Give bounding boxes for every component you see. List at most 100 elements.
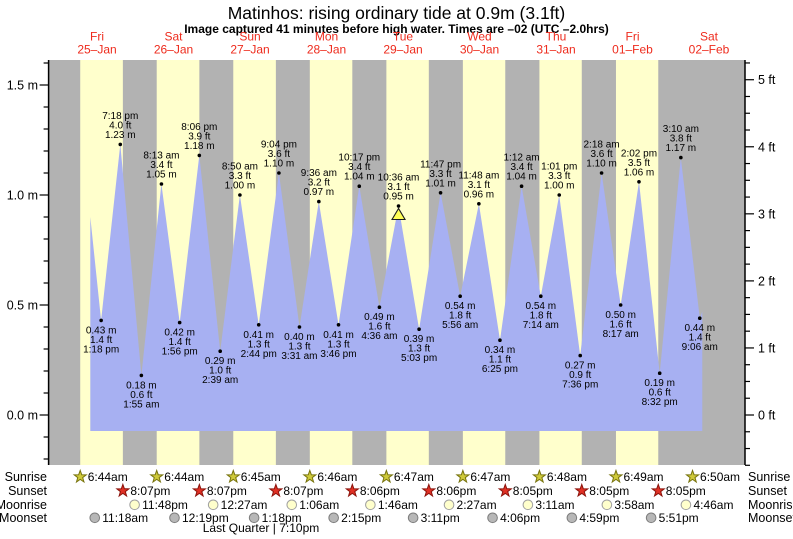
astro-row-label-right: Moonset	[748, 511, 793, 525]
left-tick-label: 0.5 m	[7, 299, 38, 313]
chart-title: Matinhos: rising ordinary tide at 0.9m (…	[227, 3, 566, 23]
astro-time: 6:46am	[317, 470, 357, 484]
astro-time: 6:44am	[88, 470, 128, 484]
day-name-label: Tue	[393, 30, 414, 44]
moonrise-circle-icon	[129, 499, 140, 511]
moonset-circle-icon	[328, 512, 339, 524]
sunrise-star-icon	[149, 468, 165, 484]
tide-event-dot	[317, 199, 321, 204]
day-name-label: Fri	[626, 30, 640, 44]
astro-time: 4:59pm	[579, 511, 619, 525]
day-date-label: 27–Jan	[230, 43, 269, 57]
tide-event-label-high: 1:12 am 3.4 ft 1.04 m	[504, 153, 540, 183]
tide-event-dot	[218, 349, 222, 354]
astro-row-label-right: Sunset	[748, 484, 787, 498]
day-name-label: Thu	[546, 30, 567, 44]
astro-time: 8:06pm	[360, 484, 400, 498]
astro-time: 6:48am	[547, 470, 587, 484]
moonset-circle-icon	[407, 512, 419, 524]
astro-row-label-left: Sunset	[8, 484, 47, 498]
astro-time: 11:18am	[102, 511, 148, 525]
astro-time: 6:44am	[164, 470, 204, 484]
astro-time: 8:05pm	[666, 484, 706, 498]
astro-time: 1:18pm	[262, 511, 302, 525]
astro-time: 1:06am	[299, 498, 339, 512]
sunset-star-icon	[268, 482, 284, 498]
tide-event-label-high: 11:48 am 3.1 ft 0.96 m	[458, 170, 499, 200]
tide-event-label-high: 8:50 am 3.3 ft 1.00 m	[222, 162, 258, 192]
sunrise-star-icon	[531, 468, 547, 484]
tide-event-label-high: 7:18 pm 4.0 ft 1.23 m	[102, 111, 138, 141]
tide-event-dot	[557, 193, 562, 197]
tide-event-label-low: 0.40 m 1.3 ft 3:31 am	[281, 332, 317, 362]
tide-event-label-low: 0.42 m 1.4 ft 1:56 pm	[162, 328, 198, 358]
astro-time: 1:46am	[378, 498, 418, 512]
tide-event-label-low: 0.29 m 1.0 ft 2:39 am	[202, 356, 238, 386]
tide-event-label-high: 9:36 am 3.2 ft 0.97 m	[301, 168, 337, 198]
astro-row-label-left: Sunrise	[5, 470, 47, 484]
day-name-label: Sun	[239, 30, 260, 44]
astro-time: 4:06pm	[500, 511, 540, 525]
tide-event-dot	[277, 171, 281, 175]
astro-time: 3:11pm	[421, 511, 460, 525]
day-name-label: Wed	[467, 30, 491, 44]
sunset-star-icon	[344, 482, 360, 498]
left-tick-label: 1.0 m	[7, 189, 38, 203]
astro-time: 8:07pm	[130, 484, 170, 498]
astro-time: 6:47am	[394, 470, 434, 484]
tide-event-label-high: 10:17 pm 3.4 ft 1.04 m	[338, 153, 380, 183]
sunrise-star-icon	[685, 468, 701, 484]
sunrise-star-icon	[455, 468, 471, 484]
day-date-label: 02–Feb	[689, 43, 730, 57]
moonrise-circle-icon	[522, 499, 534, 511]
right-tick-label: 3 ft	[758, 207, 776, 221]
astro-time: 8:07pm	[207, 484, 247, 498]
tide-event-label-low: 0.19 m 0.6 ft 8:32 pm	[642, 378, 678, 408]
tide-event-dot	[697, 316, 702, 321]
astro-time: 3:11am	[535, 498, 574, 512]
sunrise-star-icon	[302, 468, 318, 484]
tide-event-dot	[256, 323, 261, 327]
astro-time: 8:06pm	[436, 484, 476, 498]
day-name-label: Mon	[315, 30, 338, 44]
tide-event-label-low: 0.49 m 1.6 ft 4:36 am	[361, 312, 397, 342]
moonset-circle-icon	[169, 512, 180, 524]
tide-event-dot	[618, 303, 623, 307]
tide-event-label-high: 8:13 am 3.4 ft 1.05 m	[143, 151, 179, 181]
tide-event-dot	[438, 191, 443, 195]
astro-time: 6:50am	[700, 470, 740, 484]
tide-event-dot	[458, 294, 462, 299]
tide-event-label-low: 0.27 m 0.9 ft 7:36 pm	[562, 361, 598, 391]
right-tick-label: 5 ft	[758, 73, 776, 87]
astro-time: 8:05pm	[589, 484, 629, 498]
astro-time: 12:27am	[221, 498, 268, 512]
astro-time: 6:49am	[623, 470, 663, 484]
day-date-label: 01–Feb	[612, 43, 653, 57]
day-date-label: 31–Jan	[536, 43, 575, 57]
moonset-circle-icon	[487, 512, 498, 524]
sunset-star-icon	[574, 482, 590, 498]
tide-event-label-low: 0.54 m 1.8 ft 7:14 am	[523, 301, 559, 331]
astro-time: 6:47am	[470, 470, 510, 484]
astro-row-label-left: Moonrise	[0, 498, 47, 512]
tide-event-label-high: 2:18 am 3.6 ft 1.10 m	[584, 140, 620, 170]
tide-event-dot	[336, 323, 341, 327]
sunrise-star-icon	[378, 468, 394, 484]
tide-event-dot	[377, 305, 382, 310]
tide-event-label-low: 0.43 m 1.4 ft 1:18 pm	[83, 325, 119, 355]
sunset-star-icon	[115, 482, 131, 498]
tide-event-dot	[238, 193, 242, 197]
tide-event-label-high: 11:47 pm 3.3 ft 1.01 m	[420, 159, 461, 189]
tide-event-dot	[498, 338, 502, 343]
tide-event-label-high: 10:36 am 3.1 ft 0.95 m	[378, 173, 420, 203]
tide-event-dot	[177, 320, 182, 325]
moonrise-circle-icon	[443, 499, 455, 511]
moonset-circle-icon	[248, 512, 260, 524]
tide-event-label-high: 9:04 pm 3.6 ft 1.10 m	[261, 140, 297, 170]
tide-event-dot	[657, 371, 662, 376]
tide-event-dot	[357, 184, 362, 188]
astro-row-label-left: Moonset	[0, 511, 48, 525]
moonrise-circle-icon	[680, 499, 692, 511]
